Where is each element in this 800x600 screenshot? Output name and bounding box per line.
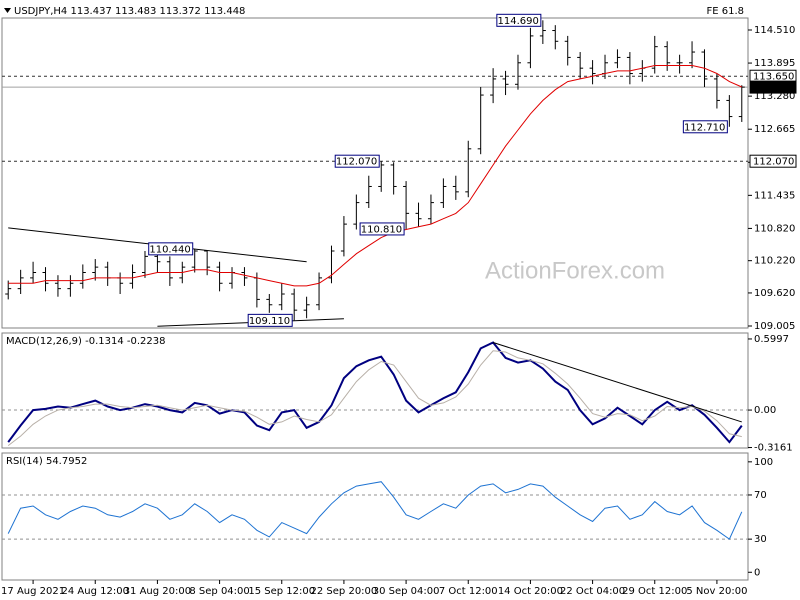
y-tick-label: 114.510: [754, 25, 795, 36]
series-line: [7, 341, 743, 444]
x-tick-label: 8 Sep 04:00: [189, 586, 249, 597]
trendline: [492, 342, 742, 423]
panel-title: RSI(14) 54.7952: [6, 456, 87, 467]
y-tick-label: 0.5997: [754, 334, 789, 345]
watermark: ActionForex.com: [485, 257, 665, 284]
annotation-label: 110.440: [149, 244, 190, 255]
panel-frame: [1, 17, 749, 329]
x-tick-label: 22 Sep 20:00: [311, 586, 378, 597]
level-label-box: [749, 80, 797, 94]
y-tick-label: 100: [754, 457, 773, 468]
y-tick-label: 0: [754, 567, 760, 578]
x-tick-label: 17 Aug 2021: [1, 586, 65, 597]
y-tick-label: 112.665: [754, 124, 795, 135]
x-tick-label: 30 Sep 04:00: [373, 586, 440, 597]
annotation-label: 112.070: [336, 157, 377, 168]
annotation-box: [334, 154, 380, 168]
level-label: 113.650: [753, 72, 794, 83]
x-tick-label: 29 Oct 12:00: [622, 586, 687, 597]
y-tick-label: 0.00: [754, 405, 776, 416]
annotation-label: 109.110: [249, 316, 290, 327]
annotation-box: [247, 313, 293, 327]
level-label: 112.070: [753, 157, 794, 168]
fe-note: FE 61.8: [706, 6, 744, 17]
annotation-label: 114.690: [497, 16, 538, 27]
annotation-label: 110.810: [361, 224, 402, 235]
x-tick-label: 22 Oct 04:00: [560, 586, 625, 597]
y-tick-label: 113.280: [754, 91, 795, 102]
chart-title: USDJPY,H4 113.437 113.483 113.372 113.44…: [14, 6, 245, 17]
panel-title: MACD(12,26,9) -0.1314 -0.2238: [6, 336, 166, 347]
level-label: 113.448: [753, 83, 794, 94]
menu-arrow: [4, 8, 11, 13]
level-label-box: [749, 154, 797, 168]
x-tick-label: 31 Aug 20:00: [124, 586, 191, 597]
x-tick-label: 14 Oct 20:00: [498, 586, 563, 597]
y-tick-label: 109.620: [754, 288, 795, 299]
y-tick-label: 70: [754, 490, 767, 501]
annotation-box: [682, 120, 728, 134]
y-tick-label: -0.3161: [754, 443, 793, 454]
panel-frame: [1, 332, 749, 449]
x-tick-label: 15 Sep 12:00: [248, 586, 315, 597]
y-tick-label: 110.820: [754, 223, 795, 234]
y-tick-label: 110.220: [754, 256, 795, 267]
annotation-box: [496, 13, 542, 27]
y-tick-label: 111.435: [754, 190, 795, 201]
series-line: [7, 350, 742, 446]
annotation-box: [359, 222, 405, 236]
annotation-box: [148, 242, 194, 256]
y-tick-label: 113.895: [754, 58, 795, 69]
x-tick-label: 5 Nov 20:00: [686, 586, 747, 597]
x-tick-label: 24 Aug 12:00: [62, 586, 129, 597]
series-line: [7, 481, 743, 540]
annotation-label: 112.710: [684, 122, 725, 133]
x-tick-label: 7 Oct 12:00: [439, 586, 498, 597]
panel-frame: [1, 452, 749, 581]
y-tick-label: 30: [754, 534, 767, 545]
series-line: [8, 65, 742, 287]
y-tick-label: 109.005: [754, 321, 795, 332]
